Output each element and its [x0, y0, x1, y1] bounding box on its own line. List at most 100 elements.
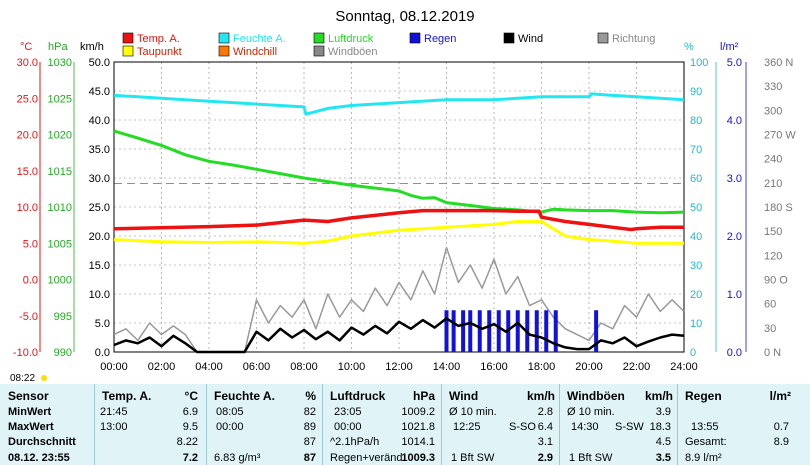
row-label: MinWert: [8, 406, 52, 418]
humidity-tick: 60: [690, 173, 702, 185]
direction-tick: 330: [764, 81, 782, 93]
legend-swatch: [122, 45, 134, 57]
unit-gust: km/h: [644, 389, 673, 403]
humidity-avg: 87: [303, 436, 316, 448]
gust-avg-label: Ø 10 min.: [567, 406, 615, 418]
rain-bar: [515, 310, 520, 352]
series-wind: [113, 317, 685, 354]
wind-max: 6.4: [537, 421, 553, 433]
col-pressure: Luftdruck hPa 23:05 00:00 ^2.1hPa/h Rege…: [322, 384, 442, 465]
rain-tick: 3.0: [727, 173, 742, 185]
direction-tick: 360 N: [764, 57, 793, 69]
pressure-trend: ^2.1hPa/h: [330, 436, 380, 448]
legend-swatch: [597, 32, 609, 44]
sunrise-time: 08:22: [10, 373, 35, 384]
unit-temp: °C: [20, 41, 32, 53]
humidity-tick: 70: [690, 144, 702, 156]
header-humidity: Feuchte A.: [214, 389, 275, 403]
temp-tick: 30.0: [17, 57, 38, 69]
gust-avg: 4.5: [655, 436, 671, 448]
header-temp: Temp. A.: [102, 389, 152, 403]
x-tick: 10:00: [338, 361, 366, 373]
pressure-min-time: 23:05: [334, 406, 362, 418]
x-tick: 06:00: [243, 361, 271, 373]
gust-max-time: 14:30: [571, 421, 599, 433]
rain-bar: [594, 310, 599, 352]
col-rain: Regen l/m² 13:55 Gesamt: 8.9 l/m² 0.7 8.…: [677, 384, 795, 465]
pressure-min: 1009.2: [401, 406, 435, 418]
x-tick: 08:00: [290, 361, 318, 373]
gust-min: 3.9: [655, 406, 671, 418]
unit-temp: °C: [184, 389, 198, 403]
temp-avg: 8.22: [176, 436, 198, 448]
x-tick: 00:00: [100, 361, 128, 373]
stats-table: Sensor MinWert MaxWert Durchschnitt 08.1…: [0, 384, 810, 465]
humidity-absolute: 6.83 g/m³: [214, 452, 261, 464]
x-tick: 02:00: [148, 361, 176, 373]
legend-swatch: [313, 45, 325, 57]
wind-tick: 10.0: [89, 289, 110, 301]
axes: 30.025.020.015.010.05.00.0-5.0-10.010301…: [13, 57, 796, 359]
pressure-current: 1009.3: [401, 452, 435, 464]
wind-tick: 15.0: [89, 260, 110, 272]
unit-wind: km/h: [80, 41, 104, 53]
header-pressure: Luftdruck: [330, 389, 386, 403]
series-taupunkt: [113, 220, 684, 245]
wind-avg-label: Ø 10 min.: [449, 406, 497, 418]
direction-tick: 270 W: [764, 130, 796, 142]
wind-max-dir: S-SO: [509, 421, 536, 433]
series-temp-a-: [113, 208, 684, 232]
direction-tick: 210: [764, 178, 782, 190]
header-gust: Windböen: [567, 389, 625, 403]
wind-tick: 40.0: [89, 115, 110, 127]
direction-tick: 240: [764, 154, 782, 166]
pressure-tick: 1025: [48, 93, 72, 105]
weather-chart: Sonntag, 08.12.2019 Temp. A. Feuchte A. Lu…: [10, 8, 796, 384]
legend-swatch: [409, 32, 421, 44]
rain-max-time: 13:55: [691, 421, 719, 433]
temp-current: 7.2: [182, 452, 198, 464]
rain-total: 8.9: [773, 436, 789, 448]
temp-tick: 5.0: [23, 238, 38, 250]
pressure-tick: 1015: [48, 166, 72, 178]
pressure-tick: 1010: [48, 202, 72, 214]
humidity-tick: 0: [690, 347, 696, 359]
pressure-tick: 1005: [48, 238, 72, 250]
wind-tick: 25.0: [89, 202, 110, 214]
row-label: 08.12. 23:55: [8, 452, 70, 464]
pressure-max: 1021.8: [401, 421, 435, 433]
rain-bar: [534, 310, 539, 352]
direction-tick: 120: [764, 250, 782, 262]
series-feuchte-a-: [113, 92, 685, 116]
legend-label: Taupunkt: [137, 46, 182, 58]
header-rain: Regen: [685, 389, 722, 403]
wind-tick: 45.0: [89, 86, 110, 98]
legend-label: Windchill: [233, 46, 277, 58]
rain-bar: [553, 310, 558, 352]
humidity-tick: 100: [690, 57, 708, 69]
rain-bar: [544, 310, 549, 352]
legend-label: Feuchte A.: [233, 33, 286, 45]
legend-swatch: [218, 45, 230, 57]
temp-tick: 10.0: [17, 202, 38, 214]
humidity-tick: 20: [690, 289, 702, 301]
wind-tick: 50.0: [89, 57, 110, 69]
legend-label: Luftdruck: [328, 33, 374, 45]
rain-bar: [444, 310, 449, 352]
row-label: Durchschnitt: [8, 436, 76, 448]
temp-tick: -10.0: [13, 347, 38, 359]
legend-label: Wind: [518, 33, 543, 45]
wind-tick: 5.0: [95, 318, 110, 330]
wind-min: 2.8: [537, 406, 553, 418]
temp-tick: 20.0: [17, 130, 38, 142]
wind-max-time: 12:25: [453, 421, 481, 433]
direction-tick: 90 O: [764, 275, 788, 287]
rain-tick: 2.0: [727, 231, 742, 243]
pressure-tick: 995: [54, 311, 72, 323]
legend: Temp. A. Feuchte A. Luftdruck Regen Wind Rich…: [122, 32, 655, 58]
wind-tick: 35.0: [89, 144, 110, 156]
humidity-max: 89: [303, 421, 316, 433]
sun-icon: [41, 375, 47, 381]
pressure-tick: 1020: [48, 130, 72, 142]
direction-tick: 0 N: [764, 347, 781, 359]
